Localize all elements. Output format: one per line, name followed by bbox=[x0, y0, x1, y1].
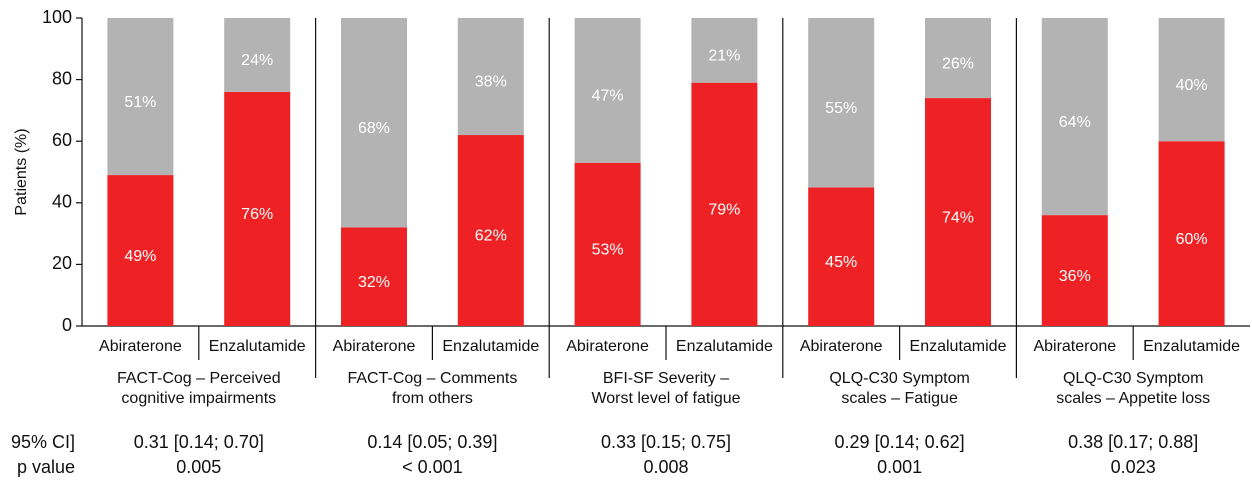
stat-value: 0.14 [0.05; 0.39] bbox=[367, 432, 497, 452]
stat-value: 0.33 [0.15; 0.75] bbox=[601, 432, 731, 452]
y-tick-label: 100 bbox=[42, 7, 72, 27]
bar-segment bbox=[925, 18, 991, 99]
x-tick-label: Enzalutamide bbox=[442, 338, 539, 355]
bar-segment bbox=[925, 98, 991, 326]
y-tick-label: 20 bbox=[52, 253, 72, 273]
data-label: 32% bbox=[358, 274, 390, 291]
group-label: from others bbox=[392, 390, 473, 407]
bar-segment bbox=[341, 227, 407, 326]
stat-row-label: 95% CI] bbox=[11, 432, 75, 452]
y-tick-label: 60 bbox=[52, 130, 72, 150]
x-tick-label: Abiraterone bbox=[99, 338, 182, 355]
y-tick-label: 80 bbox=[52, 68, 72, 88]
y-tick-label: 40 bbox=[52, 192, 72, 212]
bar-segment bbox=[808, 187, 875, 326]
x-tick-label: Abiraterone bbox=[333, 338, 416, 355]
bar-segment bbox=[574, 18, 641, 163]
x-tick-label: Enzalutamide bbox=[209, 338, 306, 355]
group-label: QLQ-C30 Symptom bbox=[1063, 370, 1203, 387]
data-label: 45% bbox=[825, 254, 857, 271]
bar-segment bbox=[574, 162, 641, 326]
stat-value: 0.008 bbox=[643, 457, 688, 477]
stat-value: 0.001 bbox=[877, 457, 922, 477]
group-label: BFI-SF Severity – bbox=[603, 370, 729, 387]
group-label: QLQ-C30 Symptom bbox=[829, 370, 969, 387]
data-label: 24% bbox=[241, 52, 273, 69]
bar-segment bbox=[1041, 18, 1108, 216]
data-label: 40% bbox=[1176, 77, 1208, 94]
bar-segment bbox=[1158, 18, 1225, 142]
data-label: 55% bbox=[825, 100, 857, 117]
group-label: FACT-Cog – Comments bbox=[347, 370, 517, 387]
x-tick-label: Enzalutamide bbox=[910, 338, 1007, 355]
x-tick-label: Abiraterone bbox=[1033, 338, 1116, 355]
bar-segment bbox=[808, 18, 875, 188]
bar-segment bbox=[224, 18, 291, 92]
stat-row-label: p value bbox=[17, 457, 75, 477]
data-label: 60% bbox=[1176, 231, 1208, 248]
data-label: 64% bbox=[1059, 114, 1091, 131]
group-label: Worst level of fatigue bbox=[591, 390, 740, 407]
data-label: 53% bbox=[592, 242, 624, 259]
stat-value: 0.29 [0.14; 0.62] bbox=[835, 432, 965, 452]
bar-segment bbox=[107, 175, 174, 326]
bar-segment bbox=[691, 82, 758, 327]
data-label: 36% bbox=[1059, 268, 1091, 285]
x-tick-label: Enzalutamide bbox=[1143, 338, 1240, 355]
group-label: cognitive impairments bbox=[121, 390, 276, 407]
data-label: 38% bbox=[475, 74, 507, 91]
bar-segment bbox=[691, 18, 758, 83]
y-axis-label: Patients (%) bbox=[13, 128, 30, 215]
stat-value: 0.023 bbox=[1111, 457, 1156, 477]
data-label: 49% bbox=[124, 248, 156, 265]
stat-value: < 0.001 bbox=[402, 457, 463, 477]
y-tick-label: 0 bbox=[62, 315, 72, 335]
data-label: 26% bbox=[942, 55, 974, 72]
group-label: scales – Appetite loss bbox=[1056, 390, 1210, 407]
data-label: 76% bbox=[241, 206, 273, 223]
bar-segment bbox=[457, 135, 524, 326]
x-tick-label: Abiraterone bbox=[566, 338, 649, 355]
data-label: 62% bbox=[475, 228, 507, 245]
data-label: 68% bbox=[358, 120, 390, 137]
stat-value: 0.38 [0.17; 0.88] bbox=[1068, 432, 1198, 452]
x-tick-label: Enzalutamide bbox=[676, 338, 773, 355]
x-tick-label: Abiraterone bbox=[800, 338, 883, 355]
data-label: 21% bbox=[708, 48, 740, 65]
bar-segment bbox=[341, 18, 407, 228]
group-label: scales – Fatigue bbox=[841, 390, 958, 407]
data-label: 79% bbox=[708, 202, 740, 219]
data-label: 51% bbox=[124, 94, 156, 111]
bar-segment bbox=[224, 91, 291, 326]
stat-value: 0.005 bbox=[176, 457, 221, 477]
bar-segment bbox=[1158, 141, 1225, 326]
data-label: 74% bbox=[942, 209, 974, 226]
bar-segment bbox=[457, 18, 524, 136]
data-label: 47% bbox=[592, 88, 624, 105]
bar-segment bbox=[1041, 215, 1108, 326]
bar-segment bbox=[107, 18, 174, 176]
stat-value: 0.31 [0.14; 0.70] bbox=[134, 432, 264, 452]
group-label: FACT-Cog – Perceived bbox=[117, 370, 281, 387]
